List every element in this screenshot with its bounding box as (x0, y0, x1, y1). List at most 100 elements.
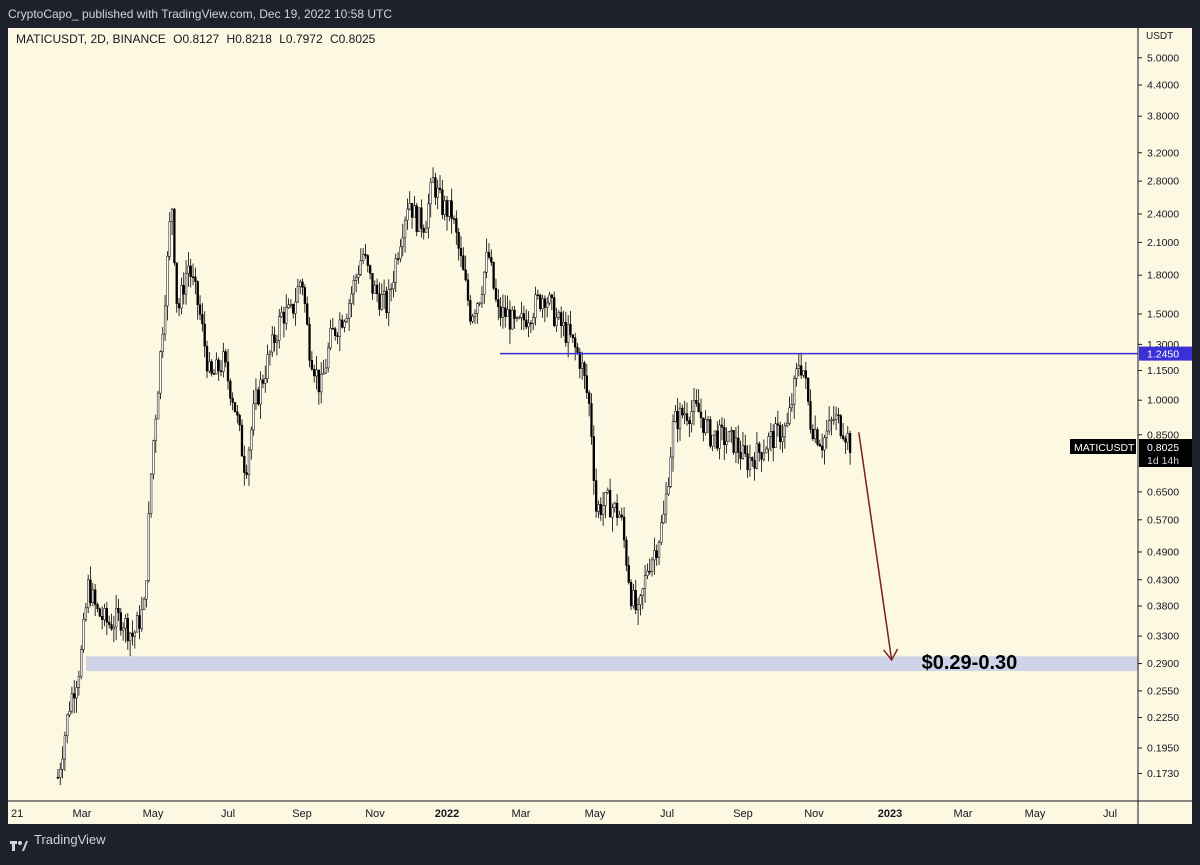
candle-down (233, 402, 237, 412)
candle-down (751, 457, 754, 461)
candle-up (266, 354, 269, 379)
candle-down (487, 252, 491, 258)
time-tick-label: 2023 (878, 808, 902, 820)
candle-down (699, 411, 703, 419)
candle-up (387, 289, 390, 314)
candle-up (394, 258, 397, 283)
candle-up (532, 317, 535, 324)
candle-up (690, 411, 693, 425)
candle-down (709, 419, 712, 447)
time-tick-label: 2022 (435, 808, 459, 820)
candle-up (473, 313, 477, 317)
candlestick-chart[interactable]: $0.29-0.30 USDT 5.0000 4.4000 3.8000 3.2000 2.… (8, 28, 1192, 824)
candle-up (562, 322, 565, 327)
candle-up (611, 507, 614, 518)
price-tick-label: 0.2250 (1147, 712, 1179, 724)
candle-down (627, 565, 630, 583)
candle-down (175, 262, 178, 304)
candle-down (685, 413, 689, 421)
candle-down (457, 232, 460, 249)
last-price-label-bg (1139, 439, 1192, 468)
candle-down (273, 334, 276, 343)
candle-down (420, 207, 423, 229)
time-tick-label: Nov (365, 808, 385, 820)
candle-down (438, 187, 442, 191)
candle-up (348, 303, 351, 319)
chart-frame[interactable]: $0.29-0.30 USDT 5.0000 4.4000 3.8000 3.2000 2.… (8, 28, 1192, 824)
chart-legend: MATICUSDT, 2D, BINANCE O0.8127 H0.8218 L… (16, 32, 379, 46)
candle-up (557, 312, 561, 318)
candle-up (755, 443, 759, 469)
candle-up (287, 304, 290, 308)
candle-up (606, 489, 609, 493)
published-text: CryptoCapo_ published with TradingView.c… (8, 7, 392, 21)
candle-down (622, 516, 626, 541)
candle-up (636, 604, 640, 611)
candle-up (478, 302, 481, 305)
candle-up (380, 294, 383, 310)
candle-down (219, 370, 223, 373)
time-tick-label: Nov (804, 808, 824, 820)
candle-up (613, 502, 616, 508)
candle-up (357, 274, 360, 278)
candle-up (431, 177, 435, 183)
candle-up (548, 294, 551, 304)
candle-up (567, 324, 570, 343)
candle-up (646, 570, 649, 576)
candle-up (163, 305, 167, 335)
candle-down (608, 489, 612, 518)
candle-up (408, 203, 411, 210)
candle-down (800, 365, 803, 376)
candle-down (303, 287, 307, 304)
candle-down (848, 433, 852, 453)
candle-up (527, 322, 530, 328)
price-tick-label: 1.1500 (1147, 365, 1179, 377)
candle-up (84, 607, 88, 620)
candle-up (124, 618, 127, 629)
candle-up (68, 710, 71, 716)
price-tick-label: 1.0000 (1147, 395, 1179, 407)
time-tick-label: Jul (221, 808, 235, 820)
candle-up (327, 347, 330, 369)
candle-down (587, 392, 591, 404)
candle-up (278, 316, 281, 341)
candle-down (341, 319, 344, 328)
candle-up (518, 317, 521, 319)
candle-down (364, 253, 367, 256)
candle-up (641, 588, 644, 596)
candle-up (718, 424, 721, 449)
candle-down (543, 298, 547, 308)
candle-down (173, 208, 176, 264)
candle-down (240, 424, 244, 457)
candle-down (459, 247, 463, 257)
candle-down (56, 776, 60, 779)
candle-up (91, 589, 95, 604)
candle-down (336, 335, 339, 337)
candle-down (576, 346, 579, 353)
candle-up (75, 687, 78, 699)
candle-up (671, 421, 675, 458)
time-tick-label: Jul (660, 808, 674, 820)
candle-up (650, 559, 654, 572)
symbol-tag-bg (1070, 439, 1136, 455)
candle-up (350, 293, 353, 304)
candle-up (788, 407, 791, 424)
candle-down (226, 361, 230, 382)
candle-up (121, 627, 125, 631)
price-axis-unit: USDT (1146, 31, 1173, 42)
candle-up (511, 309, 514, 330)
candle-up (506, 309, 509, 317)
candle-down (201, 314, 204, 325)
candle-down (553, 297, 556, 326)
candle-down (809, 401, 812, 430)
time-tick-label: May (585, 808, 606, 820)
candle-down (196, 281, 199, 306)
candle-up (112, 626, 115, 630)
candle-down (839, 415, 842, 436)
candle-up (639, 595, 642, 605)
candle-down (816, 429, 819, 445)
candle-up (555, 316, 558, 326)
candle-up (159, 351, 162, 394)
candle-down (231, 398, 234, 403)
candle-down (594, 480, 598, 512)
